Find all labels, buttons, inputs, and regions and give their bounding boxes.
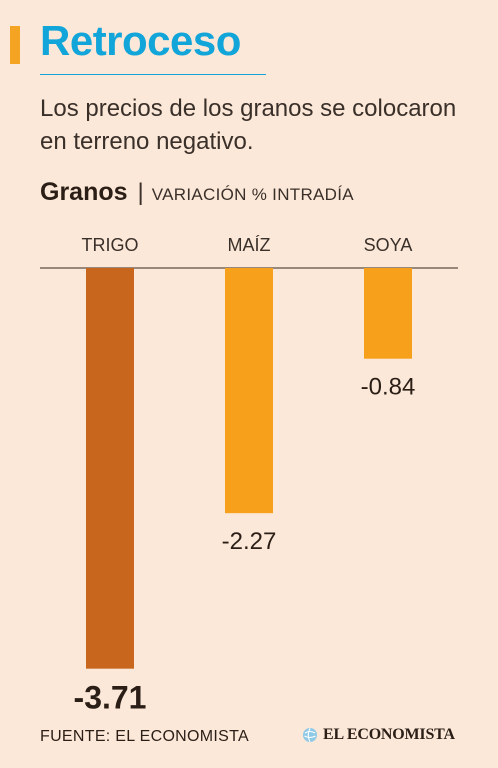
bars bbox=[86, 268, 412, 669]
accent-bar bbox=[10, 26, 20, 64]
bar-soya bbox=[364, 268, 412, 359]
category-labels: TRIGO MAÍZ SOYA bbox=[82, 235, 413, 255]
logo-text: EL ECONOMISTA bbox=[323, 726, 455, 743]
series-description: VARIACIÓN % INTRADÍA bbox=[151, 185, 354, 204]
category-label-soya: SOYA bbox=[364, 235, 413, 255]
chart-title: Retroceso bbox=[40, 17, 241, 64]
bar-trigo bbox=[86, 268, 134, 669]
publisher-logo: EL ECONOMISTA bbox=[302, 726, 455, 744]
globe-icon bbox=[303, 727, 317, 743]
value-label-maiz: -2.27 bbox=[222, 528, 277, 555]
category-label-trigo: TRIGO bbox=[82, 235, 139, 255]
series-legend: Granos | VARIACIÓN % INTRADÍA bbox=[40, 178, 354, 210]
series-name: Granos bbox=[40, 178, 128, 206]
bar-maiz bbox=[225, 268, 273, 514]
source-note: FUENTE: EL ECONOMISTA bbox=[40, 728, 249, 745]
value-label-trigo: -3.71 bbox=[74, 680, 147, 716]
category-label-maiz: MAÍZ bbox=[228, 235, 271, 255]
legend-separator: | bbox=[137, 179, 144, 206]
title-underline bbox=[40, 74, 266, 75]
value-label-soya: -0.84 bbox=[361, 374, 416, 401]
chart-subtitle: Los precios de los granos se colocaron e… bbox=[40, 95, 457, 155]
value-labels: -3.71 -2.27 -0.84 bbox=[74, 374, 416, 716]
